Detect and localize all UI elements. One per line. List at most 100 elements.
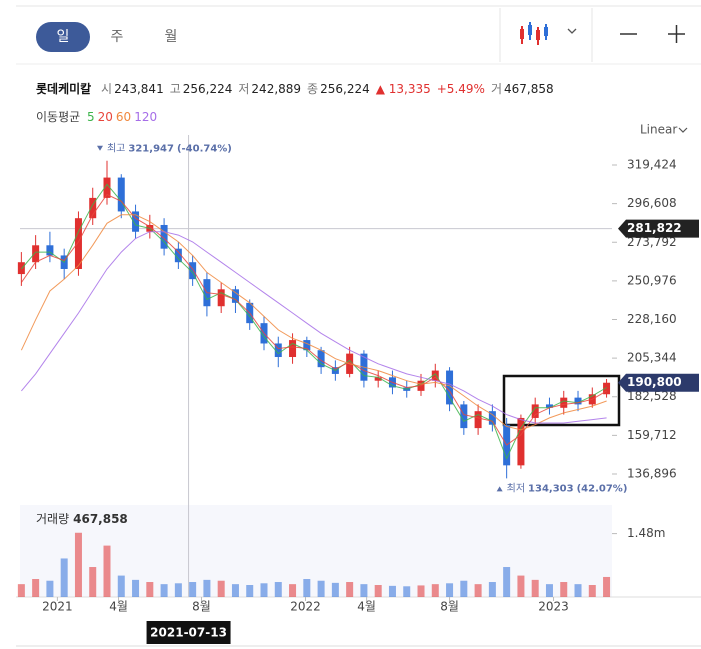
volume-bar bbox=[603, 576, 611, 597]
volume-bar bbox=[403, 586, 411, 597]
ma-legend-entry: 60 bbox=[115, 110, 132, 124]
volume-bar bbox=[346, 582, 354, 597]
x-tick-label: 8월 bbox=[192, 600, 211, 614]
annotation-pct: (-40.74%) bbox=[177, 144, 232, 155]
quote-header: 롯데케미칼 시 243,841 고 256,224 저 242,889 종 256,224 ▲ … bbox=[36, 80, 560, 97]
volume-bar bbox=[246, 585, 254, 597]
volume-bar bbox=[574, 584, 582, 597]
volume-bar bbox=[545, 584, 553, 597]
field-value: 256,224 bbox=[320, 82, 370, 96]
tab[interactable]: 일 bbox=[57, 29, 70, 45]
volume-bar bbox=[431, 584, 439, 597]
y-tick-label: 136,896 bbox=[627, 466, 677, 480]
annotation-pct: (42.07%) bbox=[577, 483, 628, 494]
y-tick-label: 228,160 bbox=[627, 312, 677, 326]
candle-body bbox=[431, 370, 439, 381]
y-tick-label: 182,528 bbox=[627, 389, 677, 403]
candle-body bbox=[274, 343, 282, 358]
annotation-text: 최고 bbox=[107, 143, 125, 155]
x-tick-label: 2021 bbox=[42, 600, 73, 614]
volume-bar bbox=[446, 583, 454, 597]
zoom-in[interactable] bbox=[668, 25, 685, 43]
change: ▲ 13,335 bbox=[375, 82, 431, 96]
volume-bar bbox=[360, 584, 368, 597]
field-label: 거 bbox=[490, 82, 502, 96]
candle-body bbox=[160, 224, 168, 249]
ma-legend-entry: 20 bbox=[97, 110, 113, 124]
volume-label-value: 467,858 bbox=[73, 512, 128, 526]
x-tick-label: 2023 bbox=[538, 600, 569, 614]
candle-body bbox=[89, 197, 97, 219]
tab[interactable]: 주 bbox=[111, 29, 124, 45]
ma-legend-entry: 120 bbox=[134, 110, 158, 124]
dropdown-chevron[interactable] bbox=[567, 28, 577, 34]
candle-body bbox=[374, 377, 382, 381]
annotation-arrow bbox=[96, 145, 103, 151]
field-value: 256,224 bbox=[182, 82, 233, 96]
field-label: 고 bbox=[169, 82, 181, 96]
volume-bar bbox=[160, 584, 168, 597]
volume-bar bbox=[474, 584, 482, 597]
volume-bar bbox=[388, 585, 396, 597]
change-pct: +5.49% bbox=[436, 82, 485, 96]
field-value: 467,858 bbox=[503, 82, 554, 96]
annotation-value: 134,303 bbox=[528, 483, 574, 494]
candle-body bbox=[132, 211, 140, 232]
volume-bar bbox=[503, 567, 511, 597]
y-tick-label: 205,344 bbox=[627, 351, 677, 365]
stock-name: 롯데케미칼 bbox=[36, 82, 92, 96]
y-tick-label: 273,792 bbox=[627, 235, 677, 249]
highlight-box bbox=[502, 374, 621, 427]
y-tick-label: 296,608 bbox=[627, 196, 677, 210]
volume-bar bbox=[146, 582, 154, 597]
candle-body bbox=[103, 177, 111, 198]
candle-body bbox=[545, 404, 553, 408]
ma-legend-entry: 5 bbox=[87, 110, 95, 124]
field-value: 242,889 bbox=[251, 82, 302, 96]
volume-bar bbox=[488, 582, 496, 597]
last-price-label-bg bbox=[618, 373, 699, 392]
candle-body bbox=[117, 177, 125, 212]
scale-button[interactable]: Linear bbox=[640, 123, 677, 137]
volume-bar bbox=[46, 580, 54, 597]
volume-bar bbox=[517, 575, 525, 597]
annotation: 최고 321,947 (-40.74%) bbox=[107, 143, 232, 155]
annotation: 최저 134,303 (42.07%) bbox=[507, 482, 628, 494]
crosshair-y-label-bg bbox=[618, 219, 699, 238]
candle-body bbox=[46, 245, 54, 256]
candle-body bbox=[303, 340, 311, 351]
volume-bar bbox=[231, 584, 239, 597]
candle-body bbox=[217, 289, 225, 307]
candle-body bbox=[231, 289, 239, 303]
volume-bar bbox=[460, 580, 468, 597]
volume-bar bbox=[531, 579, 539, 597]
crosshair-x-label-bg bbox=[146, 621, 231, 644]
volume-bar bbox=[303, 579, 311, 597]
volume-bar bbox=[174, 583, 182, 597]
crosshair-y-label: 281,822 bbox=[627, 221, 682, 235]
moving-average bbox=[21, 183, 607, 460]
volume-bar bbox=[560, 582, 568, 597]
candle-body bbox=[289, 340, 297, 358]
volume-bar bbox=[331, 582, 339, 597]
tab[interactable]: 월 bbox=[165, 29, 178, 45]
volume-bar bbox=[17, 584, 25, 597]
annotation-arrow bbox=[496, 486, 503, 492]
ma-legend: 이동평균 5 20 60 120 bbox=[36, 108, 160, 125]
volume-bar bbox=[74, 532, 82, 597]
y-tick-label: 159,712 bbox=[627, 428, 677, 442]
candle-body bbox=[574, 397, 582, 405]
volume-bar bbox=[203, 579, 211, 597]
tab-active-bg[interactable] bbox=[36, 22, 90, 52]
y-tick-label: 1.48m bbox=[627, 526, 665, 540]
volume-bar bbox=[103, 545, 111, 597]
volume-bar bbox=[317, 580, 325, 597]
candle-body bbox=[446, 370, 454, 405]
chart-type-icon[interactable] bbox=[520, 22, 548, 45]
y-tick-label: 319,424 bbox=[627, 158, 677, 172]
candle-body bbox=[603, 382, 611, 395]
volume-bar bbox=[132, 579, 140, 597]
scale-chevron[interactable] bbox=[678, 127, 688, 133]
